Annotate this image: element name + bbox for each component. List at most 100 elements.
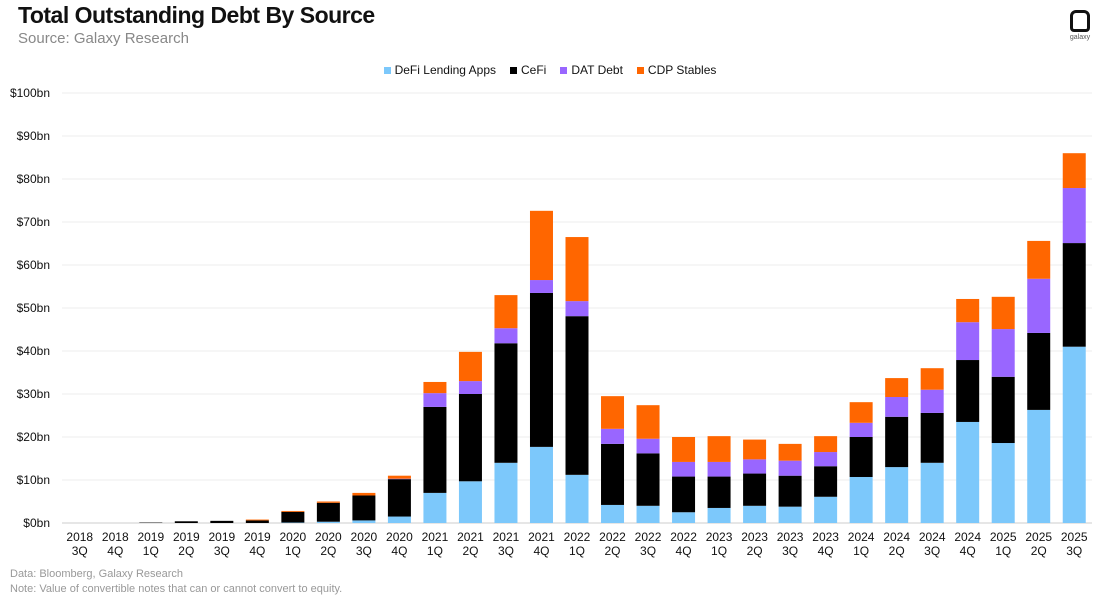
bar-segment-defi-lending-apps <box>565 474 589 523</box>
bar-segment-defi-lending-apps <box>636 505 660 523</box>
bar-segment-dat-debt <box>565 301 589 317</box>
x-tick-label-year: 2022 <box>670 530 697 544</box>
bar-segment-dat-debt <box>601 428 625 444</box>
x-tick-label-year: 2022 <box>564 530 591 544</box>
bar-segment-defi-lending-apps <box>991 443 1015 523</box>
legend-swatch <box>560 66 568 74</box>
x-tick-label-quarter: 3Q <box>214 544 230 558</box>
bar-segment-cefi <box>885 416 909 468</box>
x-tick-label-year: 2019 <box>137 530 164 544</box>
x-tick-label-year: 2025 <box>1025 530 1052 544</box>
bar-segment-cefi <box>1062 243 1086 347</box>
x-tick-label-year: 2019 <box>173 530 200 544</box>
bar-segment-cdp-stables <box>920 368 944 390</box>
legend-item: DeFi Lending Apps <box>383 63 496 77</box>
x-tick-label-quarter: 4Q <box>533 544 549 558</box>
bar-segment-cdp-stables <box>529 210 553 281</box>
bar-segment-cefi <box>601 443 625 505</box>
bar-segment-cefi <box>743 473 767 506</box>
bar-segment-cdp-stables <box>849 402 873 423</box>
x-tick-label-quarter: 3Q <box>498 544 514 558</box>
bar-segment-dat-debt <box>529 280 553 293</box>
bar-segment-cdp-stables <box>1027 240 1051 279</box>
legend-item: CDP Stables <box>636 63 717 77</box>
x-tick-label-quarter: 2Q <box>320 544 336 558</box>
bar-segment-cdp-stables <box>778 443 802 461</box>
bar-segment-defi-lending-apps <box>1062 346 1086 523</box>
bar-segment-cefi <box>281 511 305 523</box>
bar-segment-cefi <box>494 343 518 463</box>
y-tick-label: $0bn <box>23 516 50 530</box>
y-tick-label: $20bn <box>17 430 50 444</box>
bar-segment-cefi <box>529 292 553 447</box>
bar-segment-cdp-stables <box>565 237 589 302</box>
x-tick-label-year: 2018 <box>102 530 129 544</box>
bar-segment-dat-debt <box>920 389 944 413</box>
bar-segment-defi-lending-apps <box>423 492 447 523</box>
x-tick-label-quarter: 4Q <box>818 544 834 558</box>
x-tick-label-year: 2024 <box>954 530 981 544</box>
bar-segment-cdp-stables <box>956 298 980 323</box>
bar-segment-cdp-stables <box>991 296 1015 330</box>
bar-segment-defi-lending-apps <box>672 512 696 523</box>
y-tick-label: $60bn <box>17 258 50 272</box>
x-tick-label-year: 2025 <box>1061 530 1088 544</box>
x-tick-label-year: 2021 <box>528 530 555 544</box>
legend-swatch <box>636 66 644 74</box>
x-tick-label-quarter: 3Q <box>924 544 940 558</box>
bar-segment-cdp-stables <box>387 475 411 479</box>
chart-title: Total Outstanding Debt By Source <box>18 2 375 28</box>
y-tick-label: $90bn <box>17 129 50 143</box>
x-tick-label-quarter: 4Q <box>107 544 123 558</box>
x-tick-label-year: 2021 <box>493 530 520 544</box>
x-tick-label-quarter: 1Q <box>143 544 159 558</box>
x-tick-label-year: 2020 <box>351 530 378 544</box>
bar-segment-defi-lending-apps <box>707 507 731 523</box>
bar-segment-dat-debt <box>707 461 731 477</box>
bar-segment-defi-lending-apps <box>494 462 518 523</box>
x-tick-label-year: 2020 <box>280 530 307 544</box>
bar-segment-defi-lending-apps <box>885 467 909 523</box>
bar-segment-cefi <box>423 406 447 493</box>
bar-segment-cdp-stables <box>245 519 269 521</box>
x-tick-label-year: 2021 <box>457 530 484 544</box>
bar-segment-dat-debt <box>743 459 767 474</box>
bar-segment-cdp-stables <box>1062 153 1086 189</box>
legend-label: CDP Stables <box>647 63 717 77</box>
x-tick-label-quarter: 3Q <box>356 544 372 558</box>
x-tick-label-quarter: 2Q <box>178 544 194 558</box>
bar-segment-cdp-stables <box>601 396 625 429</box>
x-tick-label-year: 2022 <box>599 530 626 544</box>
x-tick-label-quarter: 1Q <box>285 544 301 558</box>
bar-segment-defi-lending-apps <box>458 481 482 523</box>
bar-segment-cefi <box>174 521 198 523</box>
bar-segment-cefi <box>920 412 944 463</box>
x-tick-label-quarter: 3Q <box>640 544 656 558</box>
x-tick-label-year: 2020 <box>386 530 413 544</box>
bar-segment-defi-lending-apps <box>814 496 838 523</box>
bar-segment-defi-lending-apps <box>1027 409 1051 523</box>
bar-segment-cdp-stables <box>707 436 731 462</box>
bar-segment-defi-lending-apps <box>778 506 802 523</box>
legend-item: DAT Debt <box>560 63 623 77</box>
x-tick-label-year: 2020 <box>315 530 342 544</box>
bar-segment-cdp-stables <box>423 381 447 394</box>
x-tick-label-quarter: 1Q <box>711 544 727 558</box>
bar-segment-cefi <box>210 520 234 523</box>
x-tick-label-quarter: 1Q <box>853 544 869 558</box>
bar-segment-defi-lending-apps <box>849 476 873 523</box>
legend-label: CeFi <box>521 63 547 77</box>
x-tick-label-year: 2023 <box>777 530 804 544</box>
x-tick-label-quarter: 2Q <box>889 544 905 558</box>
x-tick-label-year: 2023 <box>741 530 768 544</box>
x-tick-label-quarter: 4Q <box>960 544 976 558</box>
bar-segment-dat-debt <box>494 328 518 344</box>
bar-segment-dat-debt <box>849 422 873 437</box>
bar-segment-dat-debt <box>672 461 696 477</box>
x-tick-label-year: 2025 <box>990 530 1017 544</box>
x-tick-label-year: 2023 <box>706 530 733 544</box>
bar-segment-defi-lending-apps <box>920 462 944 523</box>
x-tick-label-quarter: 1Q <box>569 544 585 558</box>
x-tick-label-year: 2021 <box>422 530 449 544</box>
bar-segment-defi-lending-apps <box>316 521 340 523</box>
